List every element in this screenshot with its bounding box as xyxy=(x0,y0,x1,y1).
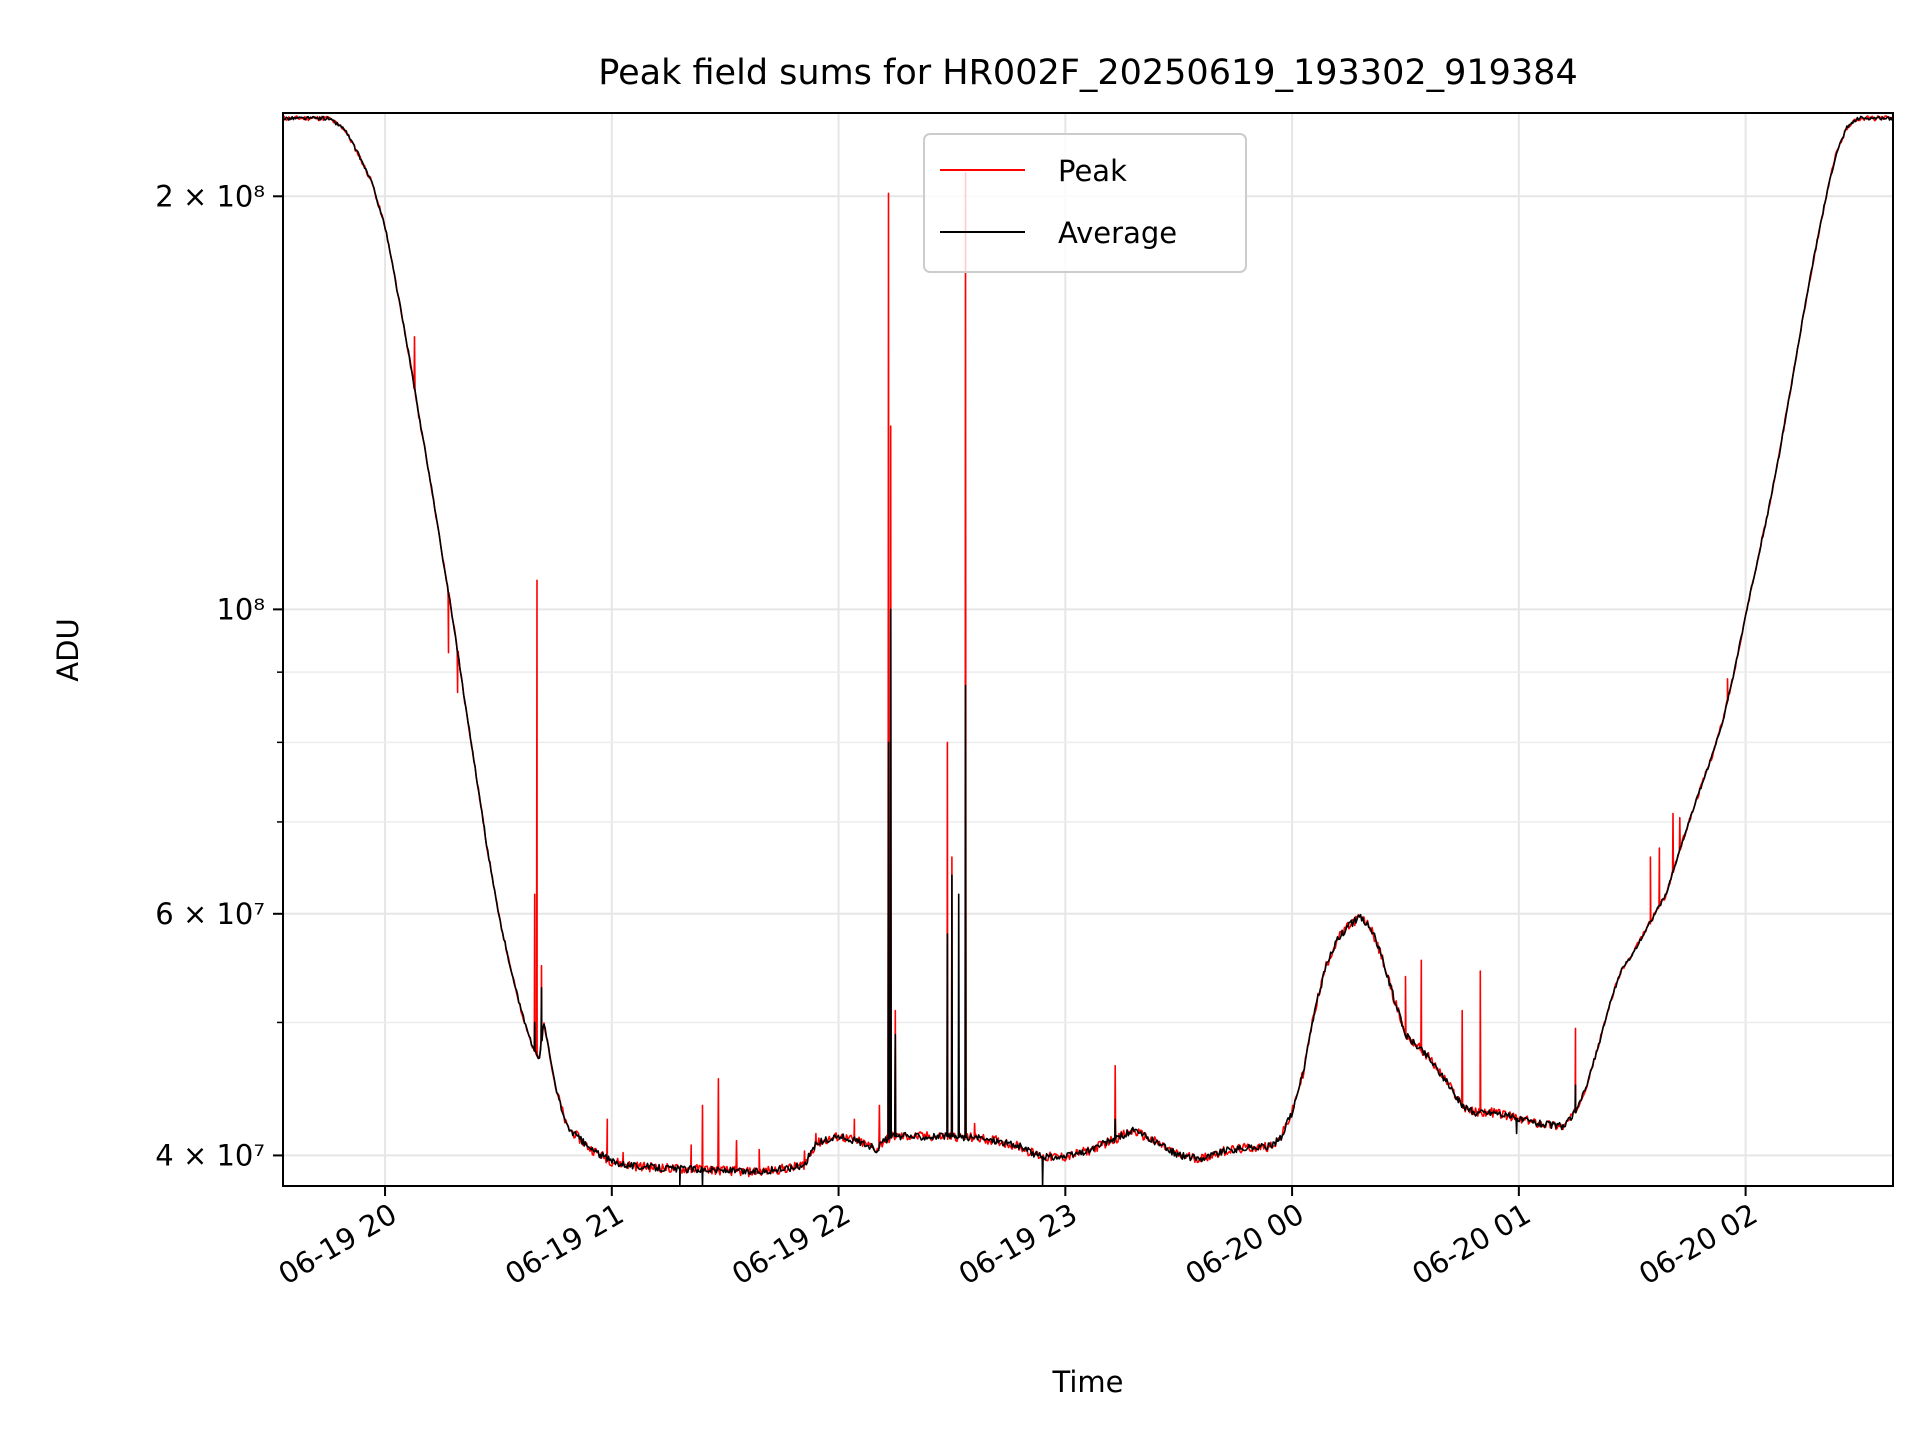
chart-title: Peak field sums for HR002F_20250619_1933… xyxy=(598,53,1577,93)
x-tick-label: 06-19 22 xyxy=(726,1197,856,1292)
x-tick-label: 06-20 01 xyxy=(1406,1197,1536,1292)
peak-series-line xyxy=(282,115,1894,1178)
grid-layer xyxy=(283,113,1893,1186)
y-tick-label: 2 × 10⁸ xyxy=(155,179,265,213)
x-tick-label: 06-19 21 xyxy=(499,1197,629,1292)
legend: Peak Average xyxy=(923,133,1247,273)
y-tick-label: 10⁸ xyxy=(216,592,265,626)
x-axis-title: Time xyxy=(1052,1365,1124,1399)
x-tick-label: 06-20 02 xyxy=(1633,1197,1763,1292)
series-layer xyxy=(282,115,1894,1187)
x-tick-label: 06-19 23 xyxy=(953,1197,1083,1292)
average-series-line xyxy=(282,115,1894,1187)
legend-box xyxy=(923,133,1247,273)
x-tick-label: 06-20 00 xyxy=(1180,1197,1310,1292)
y-tick-label: 4 × 10⁷ xyxy=(155,1138,265,1172)
y-axis-title: ADU xyxy=(51,618,85,681)
x-tick-label: 06-19 20 xyxy=(273,1197,403,1292)
plot-frame xyxy=(282,112,1894,1187)
y-tick-label: 6 × 10⁷ xyxy=(155,897,265,931)
legend-label-average: Average xyxy=(1058,216,1177,250)
legend-label-peak: Peak xyxy=(1058,154,1127,188)
